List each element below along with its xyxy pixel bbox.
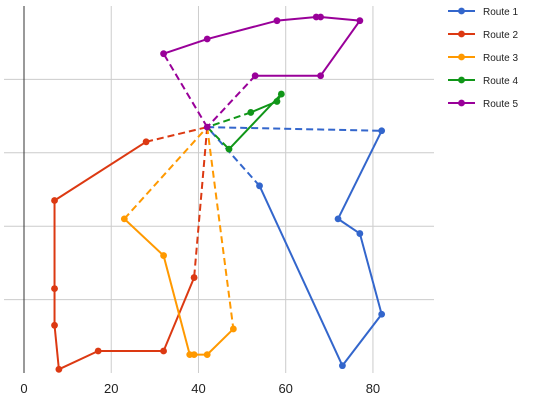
series-layer	[51, 13, 386, 373]
series-2-point-8[interactable]	[142, 138, 150, 146]
series-3-segment-0	[206, 126, 235, 330]
series-3-segment-4	[162, 255, 191, 355]
series-3-point-5[interactable]	[160, 252, 167, 259]
series-5-segment-0	[162, 53, 209, 128]
series-5-segment-5	[320, 16, 360, 22]
legend-label-2: Route 2	[483, 30, 518, 41]
series-5-segment-8	[206, 75, 256, 128]
series-3-point-1[interactable]	[229, 325, 237, 333]
legend-swatch-dot-3	[458, 53, 465, 61]
x-tick-label-3: 60	[278, 381, 292, 396]
series-4-point-4[interactable]	[247, 109, 255, 116]
series-2-segment-4	[53, 325, 60, 370]
legend-item-3[interactable]: Route 3	[448, 53, 518, 64]
series-1-segment-6	[206, 126, 261, 187]
series-3-point-4[interactable]	[186, 351, 194, 359]
x-tick-label-0: 0	[20, 381, 27, 396]
legend-swatch-dot-4	[458, 76, 465, 84]
axis-layer: 0 20 40 60 80	[20, 6, 380, 396]
legend[interactable]: Route 1 Route 2 Route 3 Route 4 Route 5	[448, 7, 518, 110]
legend-item-1[interactable]: Route 1	[448, 7, 518, 18]
legend-label-4: Route 4	[483, 76, 518, 87]
series-1-point-5[interactable]	[339, 362, 346, 370]
x-tick-label-4: 80	[366, 381, 380, 396]
series-1-point-1[interactable]	[378, 127, 386, 135]
series-5-point-3[interactable]	[273, 17, 281, 25]
legend-label-1: Route 1	[483, 7, 518, 18]
series-1-point-2[interactable]	[334, 215, 342, 223]
series-5-segment-3	[276, 16, 317, 22]
series-2-point-6[interactable]	[51, 285, 58, 292]
legend-swatch-dot-2	[458, 30, 465, 38]
depot-point[interactable]	[203, 123, 211, 131]
series-1-segment-2	[337, 218, 361, 235]
series-5-point-1[interactable]	[160, 50, 167, 58]
series-1-point-3[interactable]	[356, 230, 364, 237]
series-2-point-5[interactable]	[51, 321, 58, 329]
series-5-point-8[interactable]	[251, 72, 259, 80]
series-4-point-3[interactable]	[273, 98, 281, 105]
series-5-point-7[interactable]	[317, 72, 324, 80]
legend-swatch-dot-5	[458, 99, 465, 107]
series-1-segment-4	[341, 313, 383, 367]
series-1-segment-1	[337, 130, 383, 220]
series-1-segment-3	[358, 233, 383, 315]
series-3-segment-1	[206, 328, 235, 356]
series-3-segment-6	[123, 126, 208, 220]
series-2-point-4[interactable]	[55, 365, 63, 373]
series-2-segment-0	[193, 127, 209, 278]
series-1-point-4[interactable]	[378, 310, 386, 318]
series-2-point-1[interactable]	[190, 274, 198, 281]
series-5-segment-1	[163, 38, 208, 55]
series-4-segment-4	[206, 111, 252, 129]
series-4-point-1[interactable]	[225, 145, 233, 153]
grid-layer	[4, 6, 434, 373]
series-3-point-2[interactable]	[203, 351, 211, 359]
series-2-point-7[interactable]	[51, 197, 58, 204]
legend-swatch-dot-1	[458, 7, 465, 15]
legend-label-3: Route 3	[483, 53, 518, 64]
legend-item-2[interactable]: Route 2	[448, 30, 518, 41]
series-5-segment-6	[319, 20, 361, 77]
series-4-segment-0	[206, 126, 230, 150]
series-5-segment-2	[206, 19, 278, 40]
series-4-point-2[interactable]	[277, 90, 285, 98]
legend-item-4[interactable]: Route 4	[448, 76, 518, 87]
series-5-point-2[interactable]	[203, 35, 211, 43]
series-2-segment-7	[53, 140, 147, 202]
series-3-segment-5	[123, 218, 165, 257]
series-2-point-2[interactable]	[160, 347, 167, 355]
x-tick-label-1: 20	[104, 381, 118, 396]
series-1-segment-5	[258, 185, 344, 367]
series-1-point-6[interactable]	[256, 182, 263, 190]
series-5-point-5[interactable]	[317, 13, 324, 21]
series-2-point-3[interactable]	[94, 347, 102, 355]
series-2-segment-3	[58, 350, 99, 371]
series-5-point-6[interactable]	[356, 17, 364, 25]
x-tick-label-2: 40	[191, 381, 205, 396]
legend-item-5[interactable]: Route 5	[448, 99, 518, 110]
series-4-segment-3	[250, 100, 278, 114]
legend-label-5: Route 5	[483, 99, 518, 110]
series-3-point-6[interactable]	[120, 215, 128, 223]
series-1-segment-0	[207, 126, 382, 132]
